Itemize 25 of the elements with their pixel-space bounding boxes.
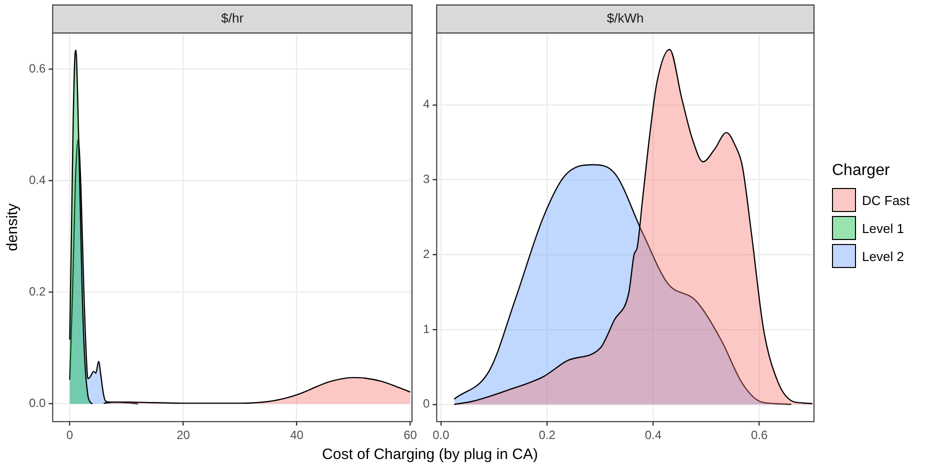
y-tick-label: 0.6 bbox=[28, 62, 46, 76]
x-tick-label: 0.0 bbox=[432, 428, 450, 442]
x-tick-label: 0 bbox=[66, 428, 74, 442]
legend-label: Level 1 bbox=[862, 220, 904, 236]
chart-title: $/kWh bbox=[606, 10, 644, 26]
legend-title: Charger bbox=[832, 162, 891, 180]
y-tick-label: 1 bbox=[422, 322, 430, 336]
y-tick-label: 0 bbox=[422, 396, 430, 411]
x-tick-label: 0.4 bbox=[644, 428, 662, 442]
x-tick-label: 20 bbox=[176, 428, 190, 442]
legend-label: DC Fast bbox=[862, 192, 910, 208]
chart-title: $/hr bbox=[221, 10, 244, 26]
x-tick-label: 0.6 bbox=[750, 428, 768, 442]
y-axis-title: density bbox=[4, 203, 22, 252]
x-tick-label: 60 bbox=[404, 428, 418, 442]
x-axis-title: Cost of Charging (by plug in CA) bbox=[321, 446, 539, 463]
y-tick-label: 3 bbox=[422, 172, 430, 186]
legend-label: Level 2 bbox=[862, 248, 904, 264]
y-tick-label: 4 bbox=[422, 97, 430, 112]
y-tick-label: 0.2 bbox=[28, 284, 46, 299]
x-tick-label: 40 bbox=[290, 428, 304, 442]
x-tick-label: 0.2 bbox=[538, 428, 556, 442]
y-tick-label: 0.4 bbox=[28, 173, 46, 188]
y-tick-label: 2 bbox=[422, 246, 430, 261]
y-tick-label: 0.0 bbox=[28, 396, 46, 410]
